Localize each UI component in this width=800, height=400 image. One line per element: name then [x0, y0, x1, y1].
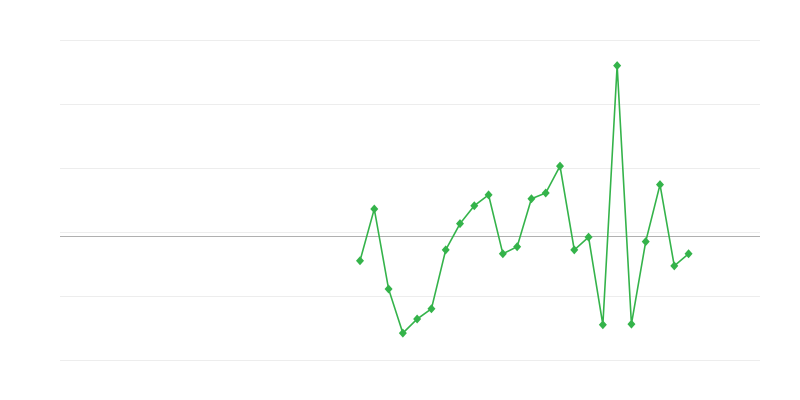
- data-point: [470, 201, 479, 211]
- data-point: [384, 284, 393, 294]
- data-point: [656, 180, 664, 190]
- data-point: [613, 61, 622, 71]
- data-point: [370, 204, 379, 214]
- data-point: [398, 328, 407, 338]
- series-line: [356, 61, 693, 338]
- data-point: [413, 314, 422, 324]
- data-point: [627, 319, 636, 329]
- data-point: [584, 232, 593, 242]
- data-point: [641, 237, 650, 247]
- data-point: [570, 245, 579, 255]
- data-point: [441, 245, 450, 255]
- data-point: [427, 304, 436, 314]
- data-point: [484, 190, 493, 200]
- data-point: [684, 249, 693, 259]
- data-point: [356, 256, 364, 266]
- gridlines: [60, 40, 760, 361]
- data-point: [513, 242, 522, 252]
- data-point: [541, 188, 550, 198]
- data-point: [556, 161, 564, 171]
- data-point: [527, 194, 536, 204]
- data-point: [498, 249, 507, 259]
- data-point: [456, 219, 464, 229]
- series-path: [359, 65, 690, 335]
- data-point: [670, 261, 679, 271]
- data-point: [598, 320, 607, 330]
